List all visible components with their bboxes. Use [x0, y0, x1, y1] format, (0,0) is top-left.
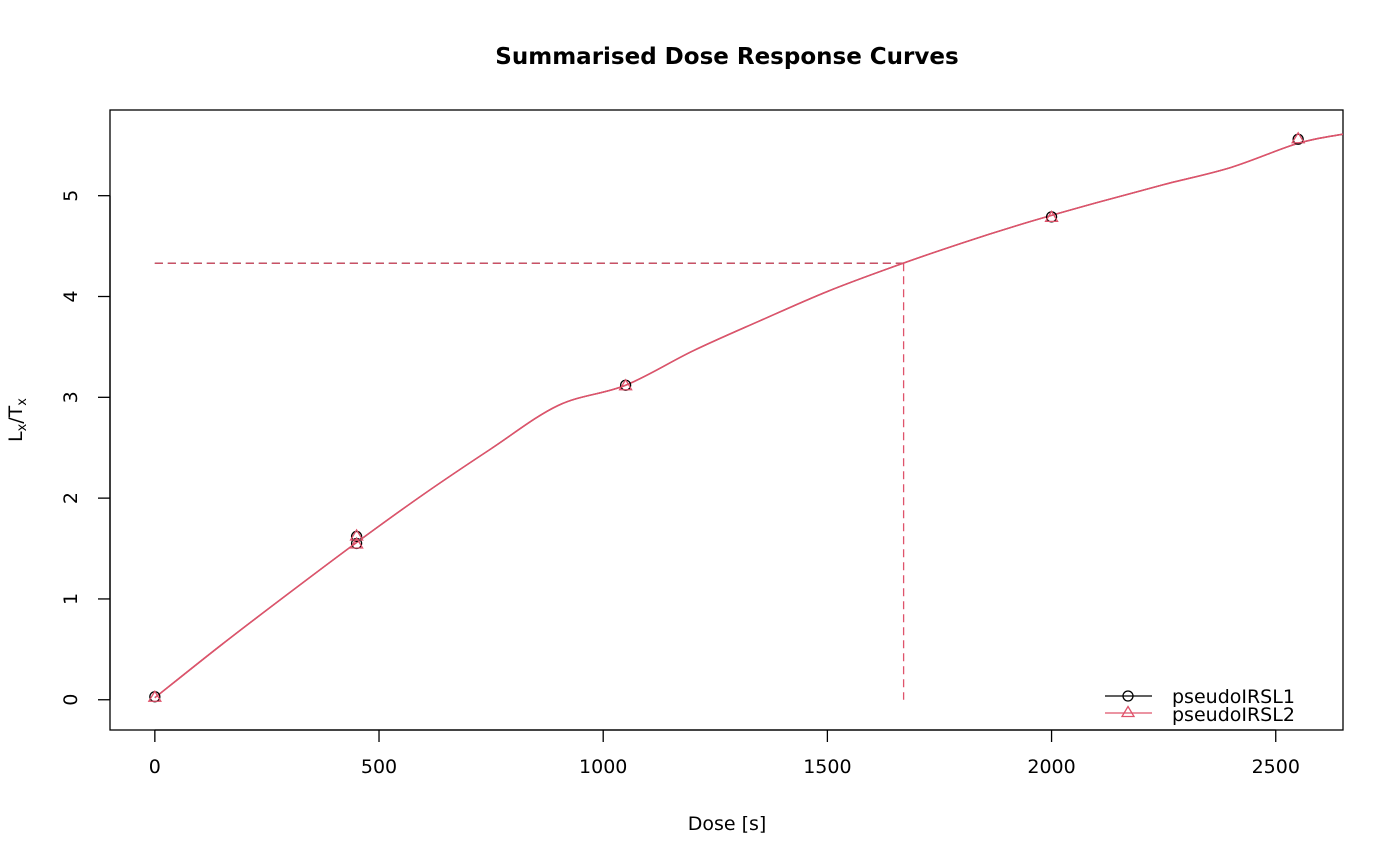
- point-series2-2: [349, 536, 364, 549]
- point-series2-5: [1291, 131, 1306, 144]
- legend: pseudoIRSL1 pseudoIRSL2: [1105, 686, 1295, 726]
- point-series2-3: [618, 378, 633, 391]
- point-series2-0: [147, 689, 162, 702]
- plot-frame: [109, 109, 1344, 731]
- point-series2-1: [349, 528, 364, 541]
- y-tick-label-0: 0: [60, 694, 82, 706]
- legend-triangle-marker: [1120, 705, 1136, 718]
- x-tick-label-500: 500: [361, 756, 397, 778]
- fit-curves: [154, 133, 1343, 699]
- legend-circle-marker: [1122, 690, 1134, 702]
- y-tick-label-4: 4: [60, 290, 82, 302]
- equivalent-dose-lines: [154, 262, 905, 700]
- x-axis: 0 500 1000 1500 2000 2500: [149, 729, 1300, 778]
- point-series1-1: [350, 530, 363, 543]
- y-tick-label-5: 5: [60, 190, 82, 202]
- point-series2-4: [1044, 210, 1059, 223]
- legend-entry-pseudoirsl2: pseudoIRSL2: [1105, 704, 1295, 726]
- legend-entry-pseudoirsl1: pseudoIRSL1: [1105, 686, 1295, 708]
- data-points: [147, 131, 1306, 703]
- point-series1-5: [1292, 133, 1304, 145]
- legend-label-2: pseudoIRSL2: [1172, 704, 1295, 726]
- x-tick-label-2000: 2000: [1027, 756, 1075, 778]
- x-tick-label-1500: 1500: [803, 756, 851, 778]
- legend-label-1: pseudoIRSL1: [1172, 686, 1295, 708]
- x-tick-label-0: 0: [149, 756, 161, 778]
- chart-title: Summarised Dose Response Curves: [495, 44, 958, 70]
- x-axis-label: Dose [s]: [688, 813, 767, 835]
- y-axis: 0 1 2 3 4 5: [60, 190, 111, 706]
- y-axis-label: Lx/Tx: [5, 398, 30, 442]
- y-tick-label-1: 1: [60, 593, 82, 605]
- y-tick-label-2: 2: [60, 492, 82, 504]
- fit-curve-pseudoirsl2: [154, 133, 1343, 699]
- y-tick-label-3: 3: [60, 391, 82, 403]
- x-tick-label-1000: 1000: [579, 756, 627, 778]
- x-tick-label-2500: 2500: [1252, 756, 1300, 778]
- fit-curve-pseudoirsl1: [154, 133, 1343, 699]
